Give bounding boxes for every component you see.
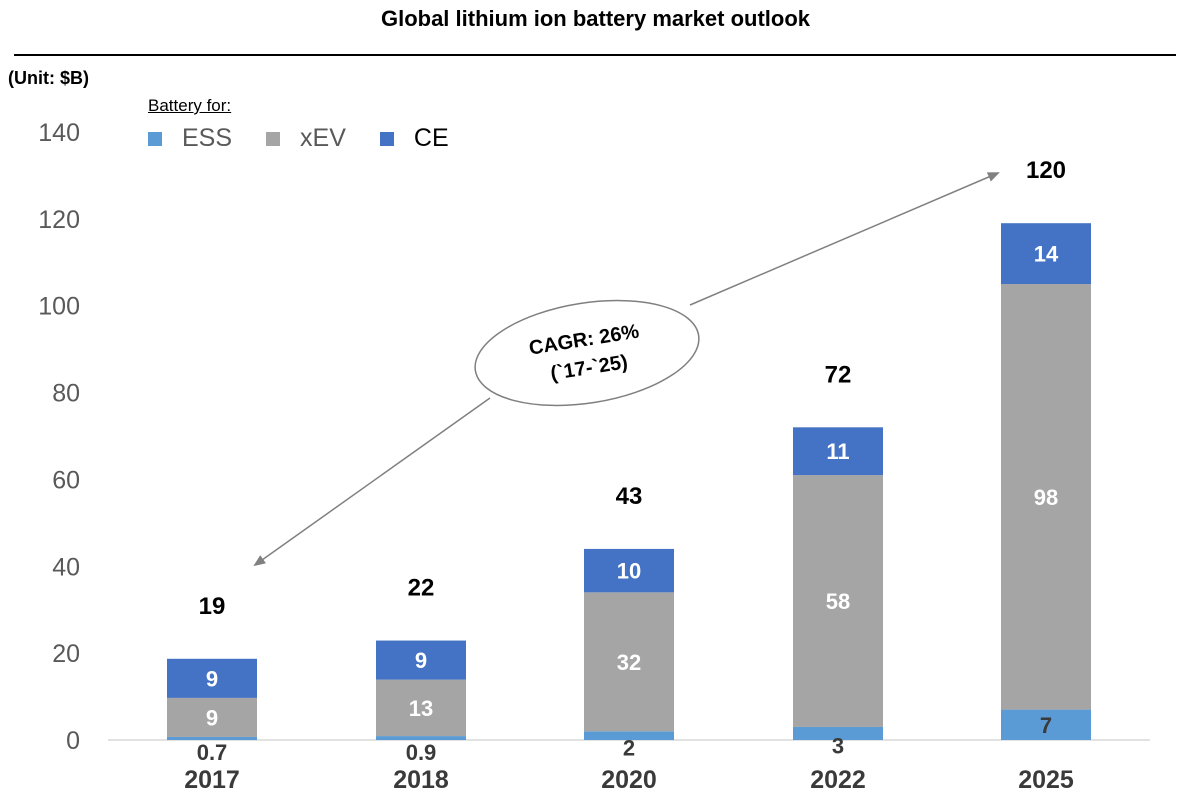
data-label-ce: 9 xyxy=(415,648,427,673)
legend-title: Battery for: xyxy=(148,96,232,115)
data-label-ce: 10 xyxy=(617,559,641,584)
x-tick-label: 2022 xyxy=(810,766,866,794)
legend-item-xev: xEV xyxy=(266,124,346,153)
bar-group-2025: 7 98 14 120 2025 xyxy=(1001,157,1091,794)
data-label-ce: 11 xyxy=(826,439,849,464)
y-axis: 0 20 40 60 80 100 120 140 xyxy=(38,119,80,755)
legend: ESS xEV CE xyxy=(148,124,483,153)
bars: 0.7 9 9 19 2017 0.9 13 9 22 2018 2 32 10 43 2020 3 58 11 7… xyxy=(167,157,1091,794)
legend-item-ce: CE xyxy=(379,124,449,153)
total-label: 72 xyxy=(825,361,852,388)
legend-swatch-xev xyxy=(266,131,281,146)
title-rule xyxy=(14,54,1176,56)
bar-group-2017: 0.7 9 9 19 2017 xyxy=(167,593,257,794)
legend-swatch-ess xyxy=(148,131,162,146)
data-label-ess: 3 xyxy=(832,733,844,758)
bar-segment-xev xyxy=(793,475,883,727)
total-label: 19 xyxy=(199,593,226,620)
cagr-annotation: CAGR: 26% (`17-`25) xyxy=(253,172,1000,567)
cagr-arrow-right xyxy=(689,172,1000,306)
data-label-ess: 0.9 xyxy=(406,740,437,765)
x-tick-label: 2025 xyxy=(1018,766,1074,794)
data-label-ess: 7 xyxy=(1040,713,1052,738)
data-label-xev: 13 xyxy=(409,696,433,721)
x-tick-label: 2018 xyxy=(393,766,449,794)
bar-segment-ess xyxy=(584,731,674,740)
y-tick-label: 0 xyxy=(66,727,80,755)
total-label: 120 xyxy=(1026,157,1066,184)
data-label-xev: 98 xyxy=(1034,485,1058,510)
bar-segment-xev xyxy=(376,679,466,737)
legend-label-ce: CE xyxy=(413,124,449,152)
cagr-arrow-left xyxy=(253,397,491,567)
bar-group-2020: 2 32 10 43 2020 xyxy=(584,483,674,794)
bar-group-2018: 0.9 13 9 22 2018 xyxy=(376,575,466,794)
bar-segment-ess xyxy=(1001,709,1091,740)
y-tick-label: 40 xyxy=(52,553,80,581)
bar-segment-ce xyxy=(793,427,883,476)
y-tick-label: 140 xyxy=(38,119,80,147)
legend-swatch-ce xyxy=(379,131,394,146)
bar-segment-ess xyxy=(793,726,883,740)
bar-group-2022: 3 58 11 72 2022 xyxy=(793,361,883,794)
data-label-xev: 9 xyxy=(206,705,218,730)
bar-segment-xev xyxy=(1001,284,1091,710)
y-tick-label: 120 xyxy=(38,206,80,234)
bar-segment-ce xyxy=(1001,223,1091,284)
legend-label-ess: ESS xyxy=(182,124,233,152)
bar-segment-xev xyxy=(584,592,674,732)
data-label-xev: 32 xyxy=(617,650,641,675)
data-label-ce: 9 xyxy=(206,666,218,691)
y-tick-label: 100 xyxy=(38,293,80,321)
x-tick-label: 2020 xyxy=(601,766,657,794)
y-tick-label: 20 xyxy=(52,640,80,668)
bar-segment-ce xyxy=(376,640,466,680)
bar-segment-ess xyxy=(376,736,466,740)
legend-label-xev: xEV xyxy=(300,124,346,152)
y-tick-label: 60 xyxy=(52,466,80,494)
chart-title: Global lithium ion battery market outloo… xyxy=(380,6,811,31)
total-label: 43 xyxy=(616,483,643,510)
data-label-ess: 2 xyxy=(623,736,635,761)
unit-label: (Unit: $B) xyxy=(8,68,89,88)
data-label-ess: 0.7 xyxy=(197,740,228,765)
total-label: 22 xyxy=(408,575,435,602)
data-label-ce: 14 xyxy=(1034,242,1059,267)
bar-segment-ce xyxy=(584,548,674,593)
bar-segment-ess xyxy=(167,736,257,740)
x-tick-label: 2017 xyxy=(184,766,240,794)
bar-segment-xev xyxy=(167,697,257,737)
y-tick-label: 80 xyxy=(52,380,80,408)
data-label-xev: 58 xyxy=(826,589,850,614)
bar-segment-ce xyxy=(167,658,257,698)
cagr-ellipse xyxy=(474,299,700,407)
legend-item-ess: ESS xyxy=(148,124,232,153)
